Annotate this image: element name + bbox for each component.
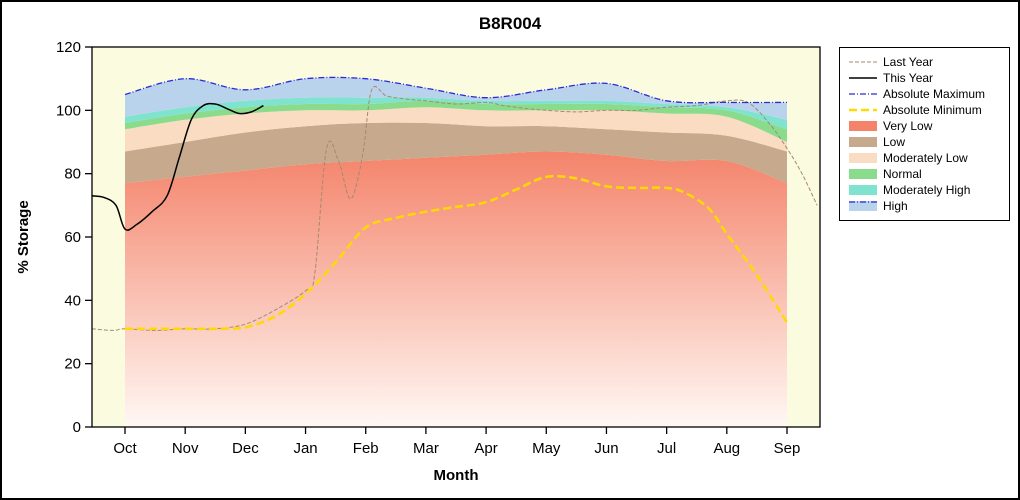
x-tick-label: Oct	[113, 440, 137, 457]
legend-item: Moderately High	[848, 182, 1001, 198]
chart-title: B8R004	[478, 14, 542, 33]
legend-label: Moderately Low	[883, 151, 968, 165]
legend-label: Last Year	[883, 55, 934, 69]
legend-label: Very Low	[883, 119, 933, 133]
x-axis-title: Month	[434, 467, 479, 484]
x-tick-label: Jun	[594, 440, 618, 457]
y-tick-label: 100	[56, 102, 81, 119]
series-last-year	[92, 85, 818, 331]
y-tick-label: 120	[56, 39, 81, 56]
legend-swatch	[849, 201, 877, 211]
series-absolute-minimum	[125, 174, 789, 331]
x-tick-label: Apr	[474, 440, 497, 457]
y-tick-label: 40	[64, 292, 81, 309]
legend-item: High	[848, 198, 1001, 214]
plot-layers	[92, 76, 818, 427]
legend-item: Normal	[848, 166, 1001, 182]
legend: Last Year This Year Absolute Maximum Absolu…	[839, 47, 1010, 221]
legend-line-sample	[849, 108, 877, 112]
y-tick-label: 80	[64, 166, 81, 183]
band-moderately-low	[125, 107, 787, 152]
legend-label: High	[883, 199, 908, 213]
legend-swatch	[849, 185, 877, 195]
legend-item: Very Low	[848, 118, 1001, 134]
x-tick-label: Jul	[657, 440, 676, 457]
legend-item: Absolute Maximum	[848, 86, 1001, 102]
x-tick-label: Aug	[713, 440, 740, 457]
series-absolute-maximum	[124, 76, 788, 104]
x-tick-label: Mar	[413, 440, 439, 457]
legend-swatch	[849, 153, 877, 163]
legend-item: Low	[848, 134, 1001, 150]
series-this-year	[92, 102, 264, 231]
x-tick-label: Dec	[232, 440, 259, 457]
legend-swatch	[849, 169, 877, 179]
legend-item: Moderately Low	[848, 150, 1001, 166]
band-high	[125, 77, 787, 120]
x-tick-label: Sep	[774, 440, 801, 457]
legend-item: This Year	[848, 70, 1001, 86]
legend-swatch	[849, 121, 877, 131]
legend-swatch	[849, 137, 877, 147]
y-tick-label: 0	[73, 419, 81, 436]
legend-label: Normal	[883, 167, 922, 181]
legend-label: Moderately High	[883, 183, 971, 197]
legend-line-sample	[849, 93, 877, 95]
x-tick-label: Nov	[172, 440, 199, 457]
y-tick-label: 60	[64, 229, 81, 246]
legend-label: Absolute Maximum	[883, 87, 986, 101]
legend-line-sample	[849, 77, 877, 79]
y-axis-title: % Storage	[15, 200, 32, 273]
legend-label: Low	[883, 135, 906, 149]
band-low	[125, 122, 787, 184]
x-tick-label: Feb	[353, 440, 379, 457]
band-very-low	[125, 151, 787, 427]
legend-label: This Year	[883, 71, 934, 85]
legend-item: Last Year	[848, 54, 1001, 70]
y-tick-label: 20	[64, 356, 81, 373]
x-tick-label: May	[532, 440, 561, 457]
legend-item: Absolute Minimum	[848, 102, 1001, 118]
x-tick-label: Jan	[293, 440, 317, 457]
legend-label: Absolute Minimum	[883, 103, 982, 117]
legend-line-sample	[849, 61, 877, 63]
